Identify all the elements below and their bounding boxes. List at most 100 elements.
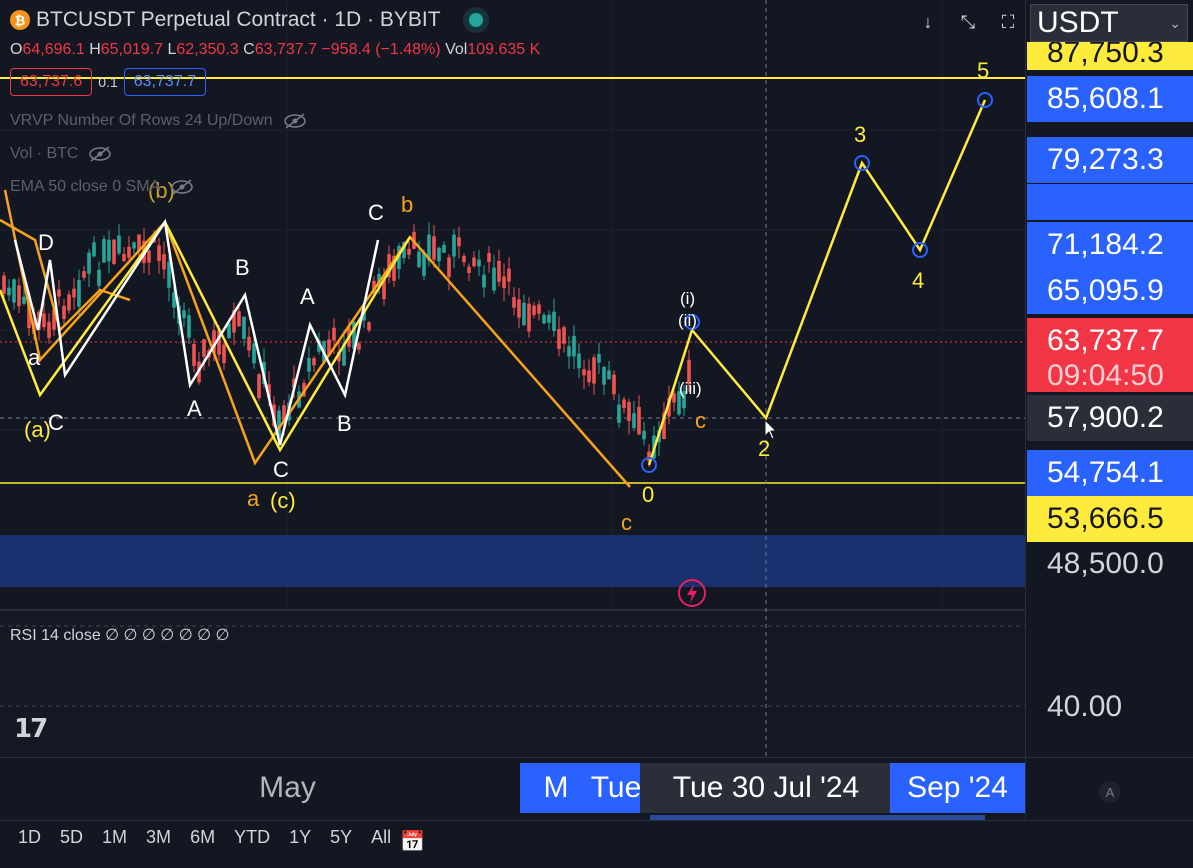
sell-button[interactable]: 63,737.6 (10, 68, 93, 96)
candle-body (677, 391, 681, 415)
price-label-spacer (1027, 184, 1193, 220)
candle-body (232, 310, 236, 333)
chart-canvas[interactable]: (a) (b) (c) a b c 0 c 2 3 4 5 a C B A C … (0, 0, 1025, 757)
candle-body (647, 451, 651, 462)
candle-body (487, 253, 491, 262)
rsi-legend[interactable]: RSI 14 close ∅ ∅ ∅ ∅ ∅ ∅ ∅ (10, 627, 230, 644)
high-value: 65,019.7 (100, 41, 164, 58)
candle-body (192, 344, 196, 366)
candle-body (122, 253, 126, 262)
indicator-ema[interactable]: EMA 50 close 0 SMA (10, 178, 194, 196)
price-label: 71,184.2 (1027, 222, 1193, 268)
candle-body (547, 314, 551, 323)
wave-label: C (48, 410, 64, 435)
open-value: 64,696.1 (22, 41, 85, 58)
crosshair-price-label: 57,900.2 (1027, 395, 1193, 441)
candle-body (557, 329, 561, 349)
candle-body (627, 401, 631, 421)
candle-body (12, 279, 16, 303)
candle-body (157, 245, 161, 262)
price-label: 87,750.3 (1027, 42, 1193, 70)
wave-label: C (368, 200, 384, 225)
candle-body (57, 289, 61, 297)
candle-body (27, 301, 31, 329)
calendar-icon[interactable]: 📅 (400, 831, 425, 853)
wave-label: 0 (642, 482, 654, 507)
wave-label: b (401, 192, 413, 217)
wave-label: 3 (854, 122, 866, 147)
arrow-down-icon[interactable]: ↓ (923, 11, 933, 32)
range-6m[interactable]: 6M (190, 827, 216, 847)
candle-body (592, 357, 596, 384)
last-price-label: 63,737.7 (1027, 318, 1193, 364)
currency-selector[interactable]: USDT ⌄ (1030, 4, 1188, 42)
candle-body (687, 359, 691, 385)
eye-hidden-icon[interactable] (88, 146, 112, 162)
range-3m[interactable]: 3M (146, 827, 172, 847)
candle-body (332, 327, 336, 341)
range-1d[interactable]: 1D (18, 827, 42, 847)
range-5d[interactable]: 5D (60, 827, 84, 847)
candle-body (22, 296, 26, 304)
collapse-icon[interactable]: ⤡ (960, 11, 976, 32)
wave-label: (b) (148, 178, 175, 203)
time-range-highlight (650, 815, 985, 820)
range-buttons: 1D 5D 1M 3M 6M YTD 1Y 5Y All (18, 827, 391, 848)
range-5y[interactable]: 5Y (330, 827, 353, 847)
chart-pane[interactable]: (a) (b) (c) a b c 0 c 2 3 4 5 a C B A C … (0, 0, 1025, 757)
tradingview-logo[interactable]: 17 (14, 714, 48, 744)
market-status-icon[interactable] (468, 13, 483, 27)
symbol-title[interactable]: BTCUSDT Perpetual Contract · 1D · BYBIT (36, 8, 441, 31)
auto-scale-button[interactable]: A (1099, 781, 1121, 803)
range-1m[interactable]: 1M (102, 827, 128, 847)
candle-body (497, 260, 501, 282)
candle-body (352, 322, 356, 349)
range-1y[interactable]: 1Y (289, 827, 312, 847)
wave-label: (ii) (678, 311, 697, 330)
candle-body (337, 351, 341, 362)
candle-body (357, 343, 361, 350)
orange-wave-path (3, 189, 631, 488)
candle-body (82, 271, 86, 278)
candle-body (242, 316, 246, 339)
candle-body (312, 358, 316, 366)
volume-profile-band (0, 535, 1025, 587)
candle-body (222, 344, 226, 364)
candle-body (367, 322, 371, 331)
fullscreen-icon[interactable]: ⛶ (1001, 11, 1015, 32)
indicator-vrvp[interactable]: VRVP Number Of Rows 24 Up/Down (10, 112, 307, 130)
candle-body (432, 236, 436, 260)
buy-button[interactable]: 63,737.7 (123, 68, 207, 96)
change-value: −958.4 (−1.48%) (321, 41, 441, 58)
wave-label: (iii) (679, 379, 702, 398)
spread-value: 0.1 (98, 74, 118, 90)
candle-body (7, 287, 11, 296)
candle-body (632, 413, 636, 429)
candle-body (397, 245, 401, 270)
wave-label: (c) (270, 488, 296, 513)
symbol-header[interactable]: ₿ BTCUSDT Perpetual Contract · 1D · BYBI… (10, 8, 483, 32)
indicator-volume[interactable]: Vol · BTC (10, 145, 112, 163)
rsi-level-label: 40.00 (1047, 690, 1123, 723)
candle-body (642, 430, 646, 440)
range-ytd[interactable]: YTD (234, 827, 271, 847)
candle-body (512, 297, 516, 308)
wave-label: (i) (680, 289, 695, 308)
candle-body (282, 405, 286, 424)
candle-body (267, 384, 271, 398)
candle-body (127, 246, 131, 258)
candle-body (532, 305, 536, 315)
candle-body (437, 247, 441, 262)
candle-body (567, 346, 571, 357)
candle-body (382, 278, 386, 300)
eye-hidden-icon[interactable] (170, 179, 194, 195)
candle-body (457, 237, 461, 247)
candle-body (237, 311, 241, 327)
candle-body (517, 299, 521, 318)
eye-hidden-icon[interactable] (283, 113, 307, 129)
order-panel[interactable]: 63,737.6 0.1 63,737.7 (10, 68, 207, 96)
wave-label: B (337, 411, 352, 436)
range-all[interactable]: All (371, 827, 392, 847)
candle-body (317, 340, 321, 352)
candle-body (672, 393, 676, 403)
